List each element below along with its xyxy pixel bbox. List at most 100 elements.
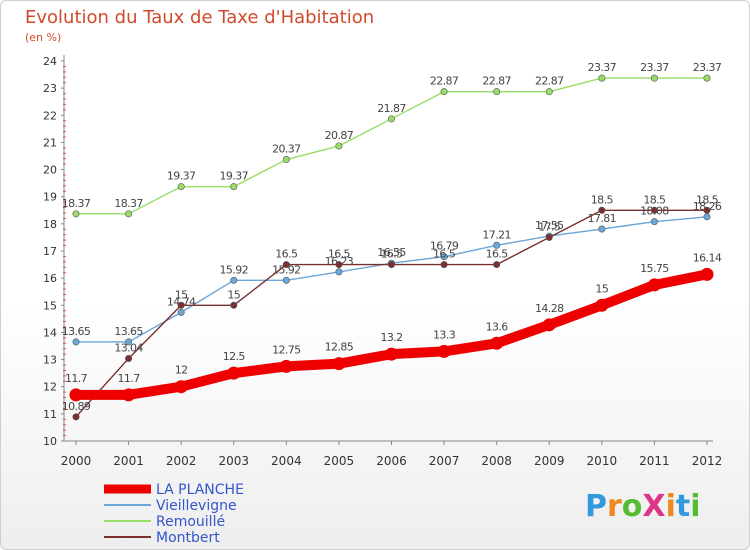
data-point — [174, 380, 188, 394]
data-point — [122, 388, 136, 402]
data-label: 19.37 — [167, 170, 196, 183]
legend-label: Vieillevigne — [156, 498, 237, 514]
data-point — [387, 261, 395, 269]
data-label: 15 — [595, 282, 608, 295]
data-point — [598, 206, 606, 214]
x-tick-label: 2005 — [324, 454, 355, 468]
data-point — [125, 210, 133, 218]
data-point — [335, 261, 343, 269]
x-tick-label: 2004 — [271, 454, 302, 468]
data-point — [230, 276, 238, 284]
x-tick-label: 2003 — [218, 454, 249, 468]
x-tick-label: 2000 — [61, 454, 92, 468]
data-label: 21.87 — [377, 102, 406, 115]
data-point — [282, 261, 290, 269]
logo-letter: P — [585, 489, 607, 524]
data-point — [69, 388, 83, 402]
data-label: 18.37 — [114, 197, 143, 210]
data-label: 15.92 — [272, 263, 301, 276]
data-label: 17.21 — [482, 228, 511, 241]
data-label: 16.79 — [430, 240, 459, 253]
data-label: 18.5 — [643, 193, 666, 206]
x-tick-label: 2011 — [639, 454, 670, 468]
data-point — [177, 183, 185, 191]
data-point — [335, 142, 343, 150]
data-label: 18.5 — [696, 193, 719, 206]
data-point — [387, 115, 395, 123]
data-label: 17.81 — [588, 212, 617, 225]
data-point — [595, 298, 609, 312]
legend-label: LA PLANCHE — [156, 482, 244, 498]
y-tick-label: 14 — [43, 326, 57, 339]
data-label: 15 — [175, 288, 188, 301]
data-label: 17.55 — [535, 219, 564, 232]
x-tick-label: 2001 — [113, 454, 144, 468]
data-label: 15 — [227, 288, 240, 301]
data-label: 11.7 — [118, 372, 141, 385]
data-point — [332, 357, 346, 371]
data-label: 20.87 — [325, 129, 354, 142]
data-label: 18.26 — [693, 200, 722, 213]
data-point — [125, 354, 133, 362]
data-label: 22.87 — [482, 75, 511, 88]
data-label: 13.3 — [433, 328, 456, 341]
data-point — [545, 88, 553, 96]
data-point — [227, 366, 241, 380]
y-tick-label: 21 — [43, 136, 57, 149]
data-point — [125, 338, 133, 346]
data-point — [282, 156, 290, 164]
data-label: 16.5 — [380, 248, 403, 261]
data-label: 23.37 — [588, 61, 617, 74]
logo-letter: r — [607, 489, 622, 524]
chart-title: Evolution du Taux de Taxe d'Habitation — [25, 7, 375, 28]
y-tick-label: 23 — [43, 82, 57, 95]
y-tick-label: 10 — [43, 435, 57, 448]
data-point — [335, 268, 343, 276]
data-label: 14.28 — [535, 302, 564, 315]
data-label: 12 — [175, 364, 188, 377]
y-tick-label: 18 — [43, 218, 57, 231]
data-label: 13.65 — [114, 325, 143, 338]
data-point — [230, 301, 238, 309]
x-tick-label: 2008 — [481, 454, 512, 468]
data-point — [647, 278, 661, 292]
y-tick-label: 11 — [43, 408, 57, 421]
data-point — [72, 210, 80, 218]
y-tick-label: 17 — [43, 245, 57, 258]
data-point — [650, 206, 658, 214]
data-label: 16.5 — [433, 248, 456, 261]
data-point — [385, 347, 398, 361]
legend-label: Montbert — [156, 530, 220, 546]
data-label: 13.04 — [114, 341, 143, 354]
data-label: 16.5 — [486, 248, 509, 261]
data-point — [700, 267, 714, 281]
data-point — [545, 233, 553, 241]
logo-letter: o — [621, 489, 643, 524]
data-point — [437, 344, 451, 358]
data-label: 23.37 — [693, 61, 722, 74]
data-point — [72, 413, 80, 421]
data-label: 11.7 — [65, 372, 88, 385]
x-tick-label: 2010 — [587, 454, 618, 468]
data-point — [440, 88, 448, 96]
series-line — [75, 216, 708, 343]
y-tick-label: 13 — [43, 354, 57, 367]
data-point — [440, 253, 448, 261]
y-tick-label: 19 — [43, 191, 57, 204]
data-label: 13.6 — [486, 320, 509, 333]
data-label: 22.87 — [430, 75, 459, 88]
x-tick-label: 2012 — [692, 454, 723, 468]
data-label: 12.85 — [325, 341, 354, 354]
logo-letter: X — [642, 489, 666, 524]
data-point — [598, 225, 606, 233]
data-label: 16.5 — [275, 248, 298, 261]
legend-label: Remouillé — [156, 514, 225, 530]
y-tick-label: 20 — [43, 164, 57, 177]
x-tick-label: 2002 — [166, 454, 197, 468]
logo-letter: i — [690, 489, 701, 524]
y-tick-label: 22 — [43, 109, 57, 122]
data-point — [650, 218, 658, 226]
data-point — [177, 308, 185, 316]
